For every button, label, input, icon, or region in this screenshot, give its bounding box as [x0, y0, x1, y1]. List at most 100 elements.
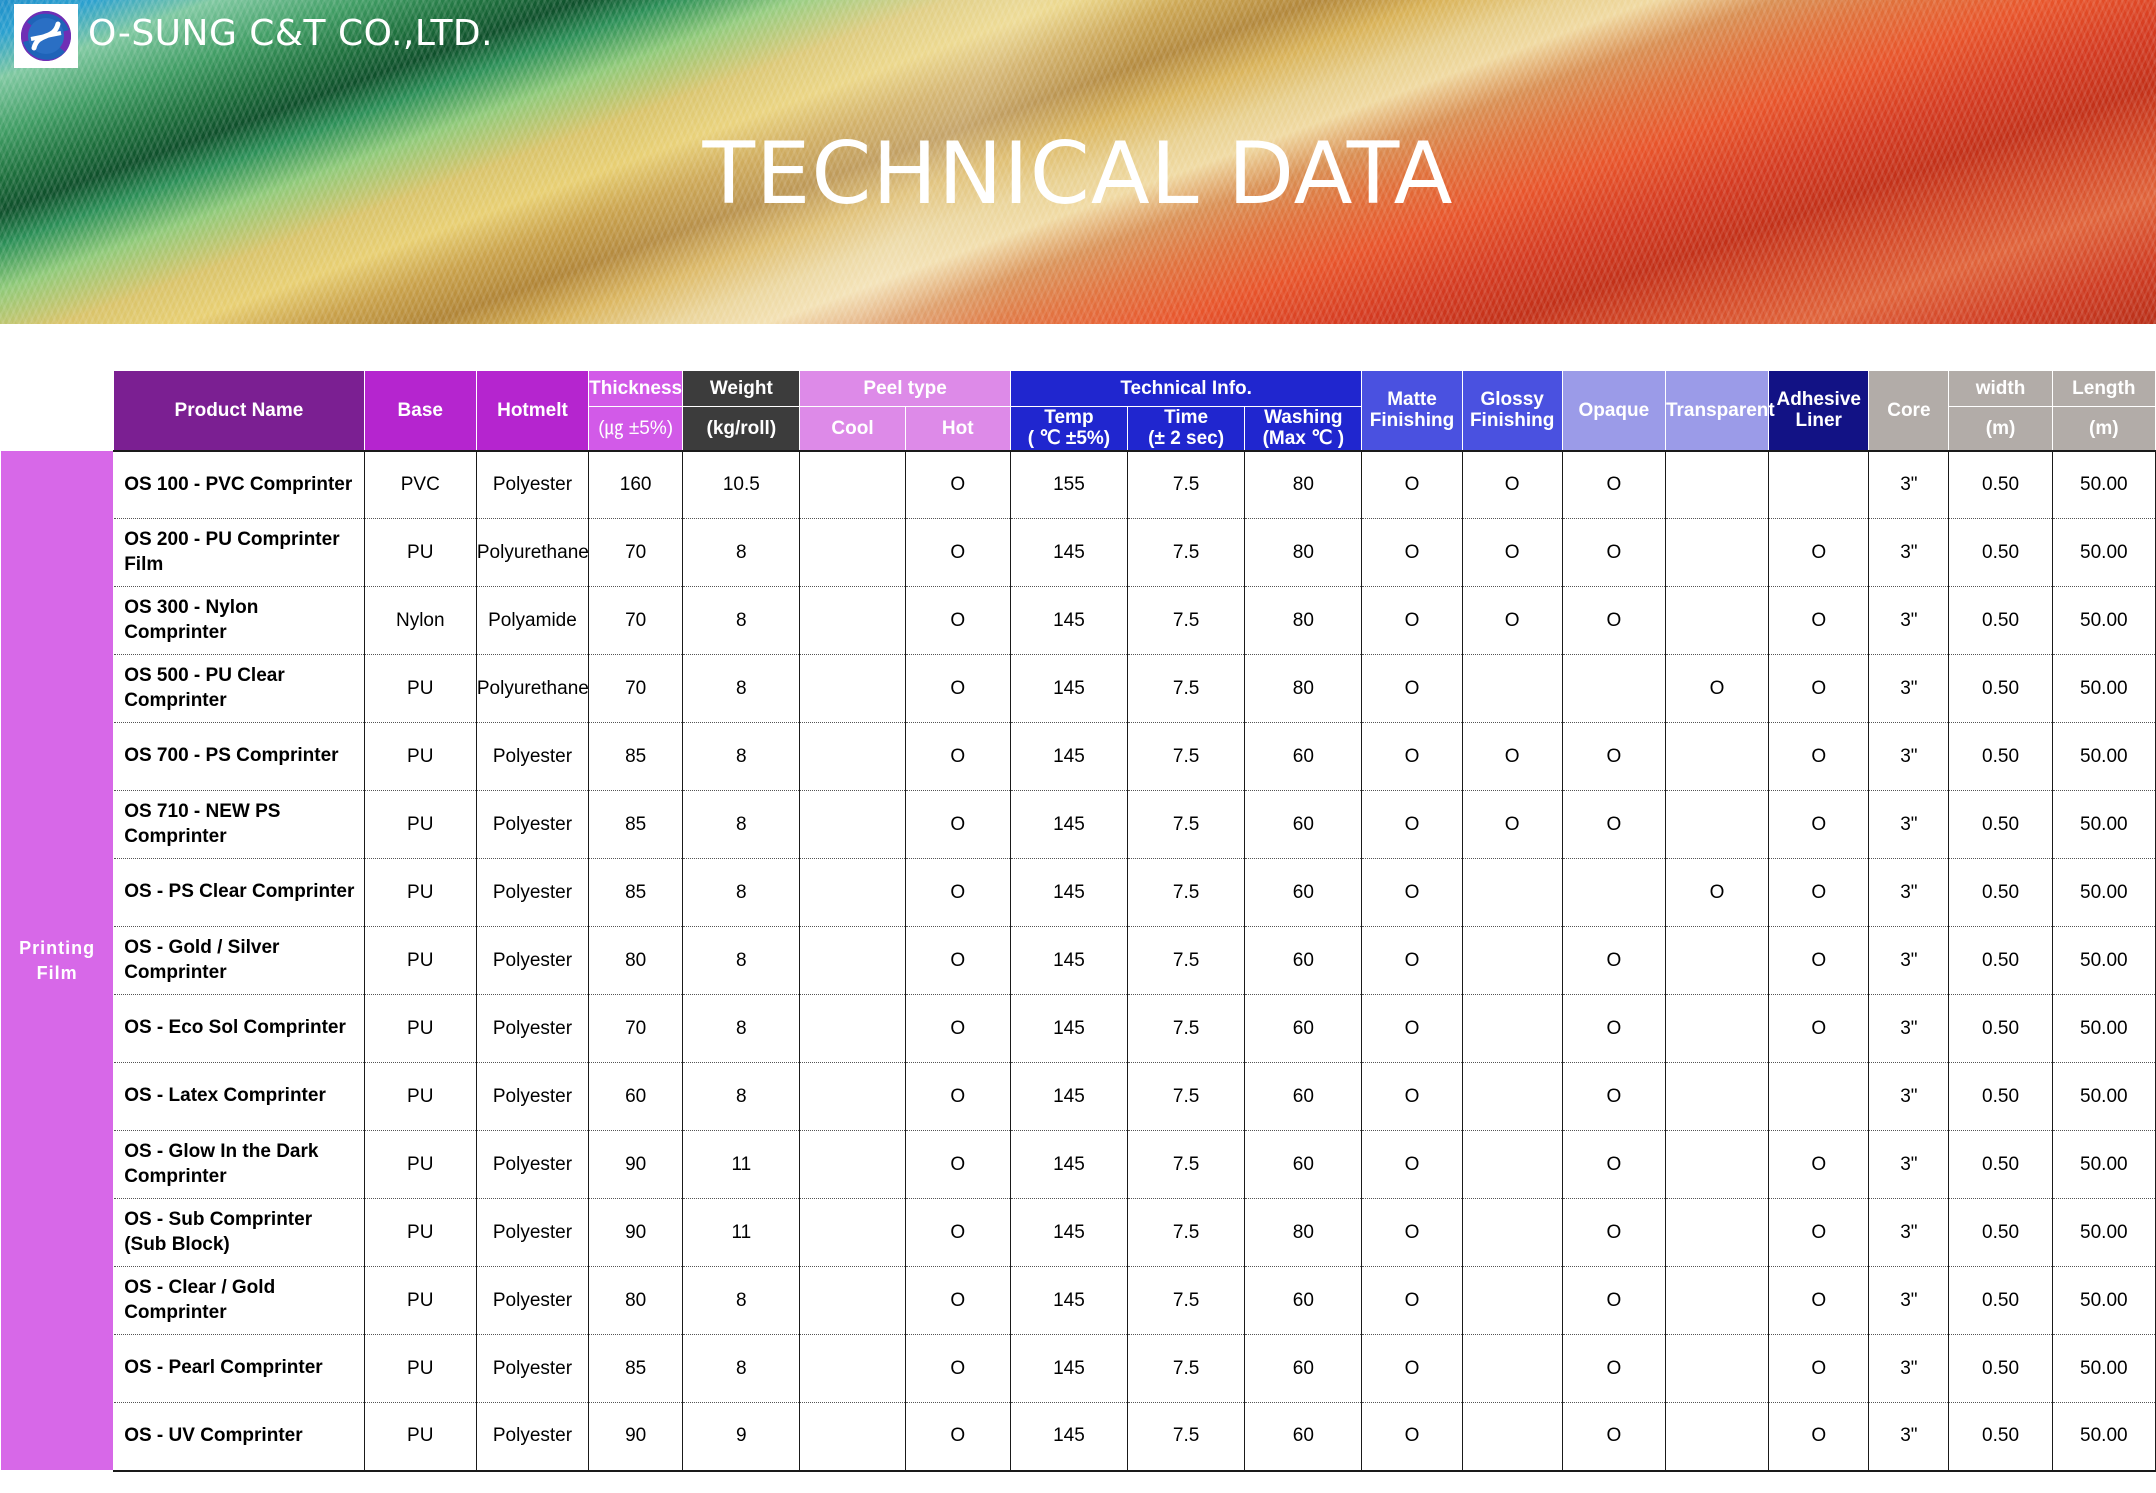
- cell-weight: 8: [682, 1266, 801, 1336]
- table-row: OS - Clear / Gold Comprinter PU Polyester 8…: [1, 1266, 2156, 1336]
- cell-hotmelt: Polyester: [475, 1198, 590, 1268]
- column-header-product-name: Product Name: [113, 369, 365, 452]
- cell-core: 3": [1868, 449, 1950, 520]
- cell-core: 3": [1868, 518, 1950, 588]
- cell-washing: 80: [1244, 586, 1363, 656]
- cell-core: 3": [1868, 926, 1950, 996]
- cell-washing: 60: [1244, 1334, 1363, 1404]
- cell-width: 0.50: [1948, 790, 2053, 860]
- cell-core: 3": [1868, 722, 1950, 792]
- column-header-width: width: [1948, 370, 2053, 407]
- cell-base: PU: [363, 1402, 477, 1472]
- cell-glossy-finishing: [1461, 1198, 1563, 1268]
- cell-time: 7.5: [1127, 654, 1246, 724]
- column-header-washing-label: Washing: [1264, 407, 1343, 428]
- cell-temp: 145: [1009, 1130, 1129, 1200]
- cell-glossy-finishing: [1461, 1062, 1563, 1132]
- table-row: OS 710 - NEW PS Comprinter PU Polyester 85 8…: [1, 790, 2156, 860]
- cell-adhesive-liner: O: [1768, 1198, 1870, 1268]
- cell-temp: 145: [1009, 1198, 1129, 1268]
- cell-peel-cool: [799, 858, 906, 928]
- cell-width: 0.50: [1948, 858, 2053, 928]
- cell-hotmelt: Polyester: [475, 858, 590, 928]
- cell-washing: 60: [1244, 722, 1363, 792]
- header-corner-blank: [0, 370, 114, 451]
- cell-temp: 145: [1009, 994, 1129, 1064]
- cell-hotmelt: Polyester: [475, 449, 590, 520]
- page-banner: O-SUNG C&T CO.,LTD. TECHNICAL DATA: [0, 0, 2156, 330]
- cell-thickness: 60: [588, 1062, 684, 1132]
- cell-weight: 8: [682, 722, 801, 792]
- cell-time: 7.5: [1127, 1198, 1246, 1268]
- cell-peel-cool: [799, 994, 906, 1064]
- cell-washing: 60: [1244, 1266, 1363, 1336]
- cell-thickness: 70: [588, 518, 684, 588]
- cell-width: 0.50: [1948, 1266, 2053, 1336]
- table-row: OS 300 - Nylon Comprinter Nylon Polyamide 7…: [1, 586, 2156, 656]
- cell-weight: 8: [682, 790, 801, 860]
- cell-time: 7.5: [1127, 518, 1246, 588]
- cell-length: 50.00: [2051, 586, 2156, 656]
- cell-peel-hot: O: [904, 1402, 1011, 1472]
- banner-background-image: [0, 0, 2156, 330]
- cell-width: 0.50: [1948, 518, 2053, 588]
- cell-base: PU: [363, 1062, 477, 1132]
- cell-washing: 80: [1244, 518, 1363, 588]
- cell-length: 50.00: [2051, 858, 2156, 928]
- cell-core: 3": [1868, 586, 1950, 656]
- cell-thickness: 80: [588, 1266, 684, 1336]
- cell-transparent: [1664, 722, 1770, 792]
- column-header-weight: Weight: [682, 370, 801, 407]
- cell-transparent: [1664, 926, 1770, 996]
- cell-width: 0.50: [1948, 1130, 2053, 1200]
- cell-width: 0.50: [1948, 1334, 2053, 1404]
- cell-base: PU: [363, 1198, 477, 1268]
- cell-thickness: 70: [588, 654, 684, 724]
- cell-washing: 80: [1244, 1198, 1363, 1268]
- cell-glossy-finishing: [1461, 1130, 1563, 1200]
- cell-base: Nylon: [363, 586, 477, 656]
- cell-base: PU: [363, 858, 477, 928]
- cell-glossy-finishing: [1461, 654, 1563, 724]
- cell-glossy-finishing: O: [1461, 586, 1563, 656]
- column-header-technical-info: Technical Info.: [1009, 370, 1363, 407]
- cell-temp: 145: [1009, 926, 1129, 996]
- cell-weight: 11: [682, 1130, 801, 1200]
- cell-weight: 8: [682, 858, 801, 928]
- table-row: OS - PS Clear Comprinter PU Polyester 85 8 O 1…: [1, 858, 2156, 928]
- cell-peel-hot: O: [904, 449, 1011, 520]
- cell-core: 3": [1868, 1062, 1950, 1132]
- cell-adhesive-liner: O: [1768, 1130, 1870, 1200]
- cell-length: 50.00: [2051, 1130, 2156, 1200]
- cell-length: 50.00: [2051, 654, 2156, 724]
- column-header-glossy-finishing: Glossy Finishing: [1461, 369, 1563, 452]
- table-row: OS - Gold / Silver Comprinter PU Polyester…: [1, 926, 2156, 996]
- cell-hotmelt: Polyester: [475, 1062, 590, 1132]
- cell-adhesive-liner: O: [1768, 790, 1870, 860]
- table-row: OS - UV Comprinter PU Polyester 90 9 O 145 7.5 6…: [1, 1402, 2156, 1472]
- cell-peel-hot: O: [904, 1266, 1011, 1336]
- cell-base: PU: [363, 1334, 477, 1404]
- cell-time: 7.5: [1127, 722, 1246, 792]
- cell-peel-hot: O: [904, 1198, 1011, 1268]
- cell-product-name: OS 500 - PU Clear Comprinter: [113, 654, 365, 724]
- cell-temp: 145: [1009, 722, 1129, 792]
- cell-peel-hot: O: [904, 858, 1011, 928]
- cell-base: PU: [363, 1266, 477, 1336]
- cell-peel-hot: O: [904, 722, 1011, 792]
- cell-transparent: [1664, 586, 1770, 656]
- cell-thickness: 90: [588, 1198, 684, 1268]
- cell-matte-finishing: O: [1361, 926, 1463, 996]
- cell-width: 0.50: [1948, 449, 2053, 520]
- cell-thickness: 160: [588, 449, 684, 520]
- cell-core: 3": [1868, 790, 1950, 860]
- cell-opaque: O: [1561, 994, 1666, 1064]
- cell-matte-finishing: O: [1361, 449, 1463, 520]
- cell-opaque: [1561, 654, 1666, 724]
- page-title: TECHNICAL DATA: [702, 124, 1454, 224]
- cell-hotmelt: Polyester: [475, 1266, 590, 1336]
- column-header-peel-cool: Cool: [799, 405, 906, 452]
- cell-matte-finishing: O: [1361, 1130, 1463, 1200]
- cell-weight: 8: [682, 586, 801, 656]
- cell-hotmelt: Polyurethane: [475, 654, 590, 724]
